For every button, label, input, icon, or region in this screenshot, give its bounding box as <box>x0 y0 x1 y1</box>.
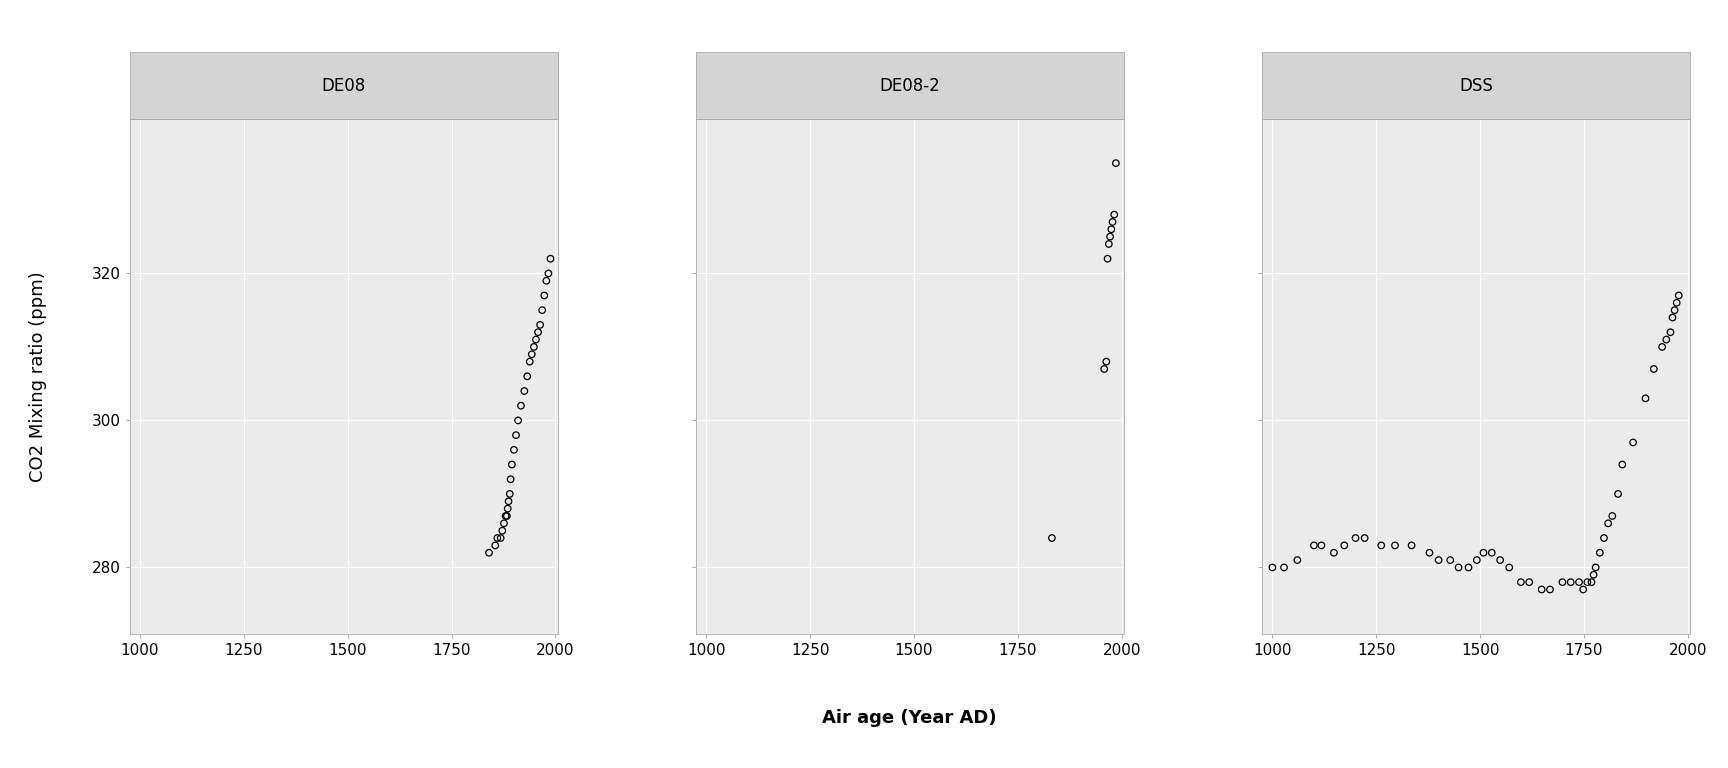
Point <box>499 444 527 456</box>
Point <box>513 370 541 382</box>
Point <box>489 525 517 537</box>
Point <box>1445 561 1472 574</box>
Point <box>1640 362 1668 375</box>
Point <box>1528 584 1555 596</box>
Point <box>1039 532 1066 545</box>
Point <box>1270 561 1298 574</box>
Point <box>491 517 518 529</box>
Point <box>1097 223 1125 236</box>
Point <box>1578 576 1605 588</box>
Point <box>1536 584 1564 596</box>
Bar <box>696 52 1123 119</box>
Point <box>530 290 558 302</box>
Point <box>1367 539 1394 551</box>
Point <box>1426 554 1453 566</box>
Point <box>517 356 544 368</box>
Text: CO2 Mixing ratio (ppm): CO2 Mixing ratio (ppm) <box>29 271 47 482</box>
Point <box>537 253 565 265</box>
Point <box>498 458 525 471</box>
Point <box>1595 517 1623 529</box>
Point <box>1341 532 1369 545</box>
Point <box>1657 326 1685 339</box>
Point <box>1598 510 1626 522</box>
Point <box>1094 253 1121 265</box>
Point <box>522 333 550 346</box>
Point <box>496 488 524 500</box>
Point <box>1495 561 1522 574</box>
Point <box>1102 157 1130 169</box>
Point <box>1477 547 1505 559</box>
Point <box>1398 539 1426 551</box>
Text: DE08: DE08 <box>321 77 366 94</box>
Point <box>1662 296 1690 309</box>
Point <box>1631 392 1659 405</box>
Point <box>1579 568 1607 581</box>
Point <box>1574 576 1602 588</box>
Point <box>1258 561 1286 574</box>
Point <box>1096 238 1123 250</box>
Point <box>510 385 537 397</box>
Point <box>1320 547 1348 559</box>
Point <box>484 532 511 545</box>
Point <box>527 319 555 331</box>
Point <box>1586 547 1614 559</box>
Point <box>1436 554 1464 566</box>
Point <box>1331 539 1358 551</box>
Point <box>1590 532 1617 545</box>
Point <box>529 304 556 316</box>
Point <box>1351 532 1379 545</box>
Point <box>520 341 548 353</box>
Point <box>492 510 520 522</box>
Point <box>503 429 530 442</box>
Point <box>1666 290 1693 302</box>
Point <box>494 502 522 515</box>
Point <box>1619 436 1647 449</box>
Point <box>1090 362 1118 375</box>
Point <box>524 326 551 339</box>
Point <box>1581 561 1609 574</box>
Point <box>1464 554 1491 566</box>
Point <box>1604 488 1631 500</box>
Point <box>1469 547 1496 559</box>
Point <box>1609 458 1636 471</box>
Point <box>508 399 536 412</box>
Point <box>1299 539 1327 551</box>
Point <box>1486 554 1514 566</box>
Point <box>496 473 524 485</box>
Text: Air age (Year AD): Air age (Year AD) <box>823 709 997 727</box>
Point <box>1381 539 1408 551</box>
Point <box>1101 208 1128 220</box>
Point <box>1557 576 1585 588</box>
Point <box>1455 561 1483 574</box>
Point <box>482 539 510 551</box>
Point <box>505 414 532 426</box>
Point <box>518 348 546 360</box>
Point <box>1099 216 1127 228</box>
Point <box>534 267 562 280</box>
Point <box>1092 356 1120 368</box>
Point <box>1284 554 1312 566</box>
Point <box>1415 547 1443 559</box>
Point <box>1569 584 1597 596</box>
Point <box>1548 576 1576 588</box>
Point <box>1659 311 1687 323</box>
Text: DE08-2: DE08-2 <box>880 77 940 94</box>
Point <box>1507 576 1534 588</box>
Point <box>475 547 503 559</box>
Point <box>1515 576 1543 588</box>
Point <box>1308 539 1336 551</box>
Point <box>1661 304 1688 316</box>
Point <box>487 532 515 545</box>
Bar <box>1261 52 1690 119</box>
Point <box>1652 333 1680 346</box>
Point <box>494 495 522 508</box>
Point <box>1649 341 1676 353</box>
Bar <box>130 52 558 119</box>
Point <box>1566 576 1593 588</box>
Text: DSS: DSS <box>1458 77 1493 94</box>
Point <box>1096 230 1123 243</box>
Point <box>532 275 560 287</box>
Point <box>492 510 520 522</box>
